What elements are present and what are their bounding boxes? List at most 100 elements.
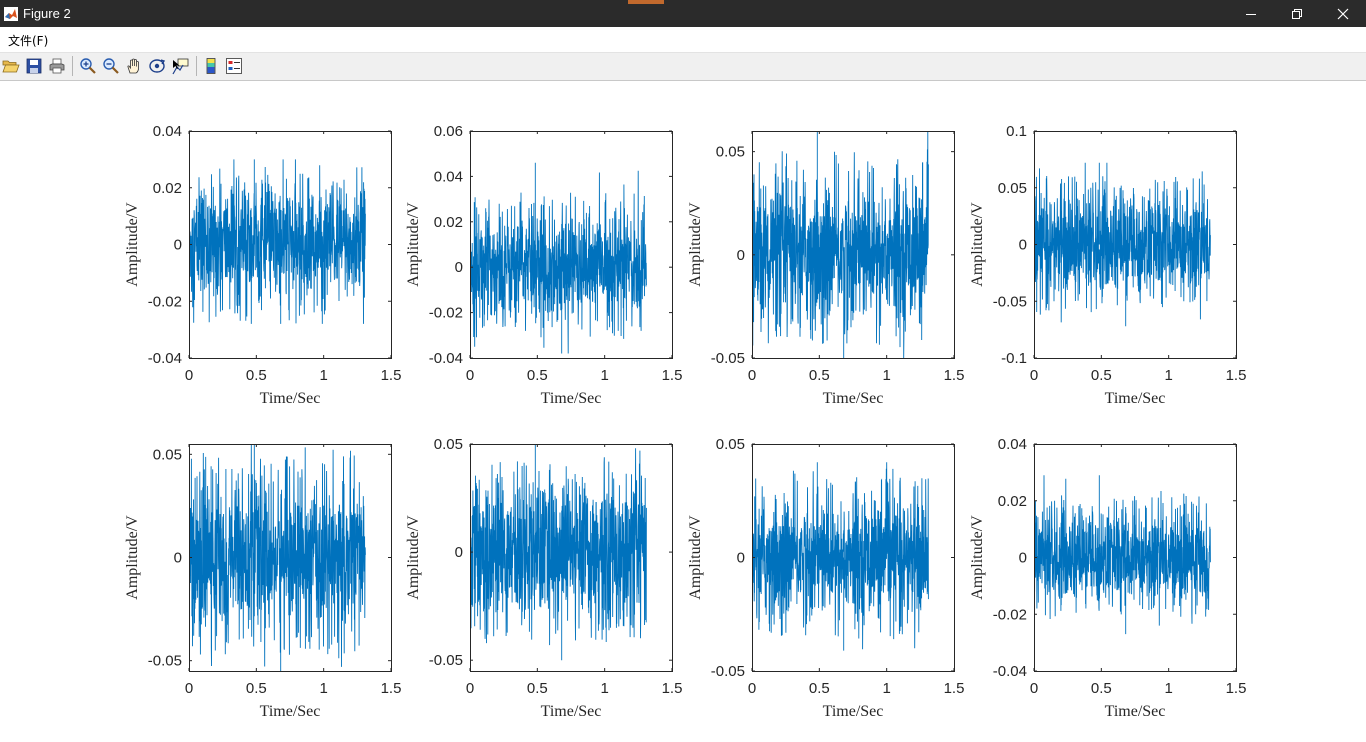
x-axis-label: Time/Sec [823, 703, 884, 720]
axes-frame [470, 444, 673, 672]
y-axis-label: Amplitude/V [969, 515, 986, 600]
zoom-out-icon[interactable] [102, 57, 120, 75]
y-tick-label: 0.04 [153, 123, 182, 140]
x-tick-label: 1 [1164, 367, 1172, 384]
x-tick-label: 0 [185, 680, 193, 697]
y-tick-label: 0 [737, 247, 745, 264]
y-tick-label: 0.05 [716, 436, 745, 453]
series-line [470, 162, 647, 354]
toolbar-separator [196, 56, 197, 76]
y-tick-label: 0 [174, 237, 182, 254]
y-tick-label: 0.02 [434, 214, 463, 231]
toolbar-separator [72, 56, 73, 76]
figure-canvas: 0 0.5 1 1.5 -0.04 -0.02 0 0.02 0.04 Time/Sec Ampli… [0, 81, 1366, 742]
y-tick-label: 0.05 [716, 144, 745, 161]
x-tick-label: 0 [466, 680, 474, 697]
x-axis-label: Time/Sec [541, 390, 602, 407]
series-line [752, 462, 929, 651]
y-axis-label: Amplitude/V [687, 515, 704, 600]
y-tick-label: -0.04 [993, 663, 1027, 680]
menu-file[interactable]: 文件(F) [8, 34, 49, 48]
x-tick-label: 1.5 [1226, 680, 1247, 697]
y-tick-label: 0.05 [153, 446, 182, 463]
x-tick-label: 1.5 [944, 367, 965, 384]
x-tick-label: 1.5 [662, 367, 683, 384]
close-button[interactable] [1320, 0, 1366, 27]
close-icon [1337, 8, 1349, 19]
y-tick-label: -0.1 [1001, 350, 1027, 367]
x-tick-label: 1 [600, 367, 608, 384]
printer-icon[interactable] [48, 57, 66, 75]
x-tick-label: 0 [1030, 367, 1038, 384]
y-tick-label: -0.05 [429, 652, 463, 669]
x-axis-label: Time/Sec [823, 390, 884, 407]
y-axis-label: Amplitude/V [405, 515, 422, 600]
x-tick-label: 0.5 [527, 367, 548, 384]
y-tick-label: -0.04 [148, 350, 182, 367]
minimize-button[interactable] [1228, 0, 1274, 27]
window-accent [628, 0, 664, 4]
axes-frame [752, 131, 955, 359]
x-axis-label: Time/Sec [1105, 703, 1166, 720]
y-tick-label: 0 [1019, 550, 1027, 567]
y-axis-label: Amplitude/V [969, 202, 986, 287]
folder-open-icon[interactable] [2, 57, 20, 75]
y-tick-label: -0.05 [148, 653, 182, 670]
subplot-grid: 0 0.5 1 1.5 -0.04 -0.02 0 0.02 0.04 Time/Sec Ampli… [124, 123, 1247, 720]
x-tick-label: 1 [319, 367, 327, 384]
minimize-icon [1246, 13, 1256, 15]
colorbar-icon[interactable] [202, 57, 220, 75]
y-tick-label: 0.04 [998, 436, 1027, 453]
y-axis-label: Amplitude/V [405, 202, 422, 287]
rotate-3d-icon[interactable] [148, 57, 166, 75]
menu-bar: 文件(F) [0, 27, 1366, 53]
y-tick-label: 0 [455, 259, 463, 276]
y-tick-label: -0.04 [429, 350, 463, 367]
x-tick-label: 0.5 [246, 367, 267, 384]
title-bar: Figure 2 [0, 0, 1366, 27]
x-tick-label: 0 [466, 367, 474, 384]
x-tick-label: 1.5 [381, 680, 402, 697]
y-axis-label: Amplitude/V [124, 202, 141, 287]
y-tick-label: -0.02 [429, 305, 463, 322]
x-tick-label: 1 [882, 367, 890, 384]
x-tick-label: 1 [600, 680, 608, 697]
x-axis-label: Time/Sec [1105, 390, 1166, 407]
hand-icon[interactable] [125, 57, 143, 75]
x-tick-label: 0 [1030, 680, 1038, 697]
y-tick-label: 0.04 [434, 168, 463, 185]
y-tick-label: 0.06 [434, 123, 463, 140]
y-tick-label: 0 [737, 550, 745, 567]
y-tick-label: 0.02 [153, 180, 182, 197]
x-tick-label: 1 [882, 680, 890, 697]
x-tick-label: 0.5 [1091, 367, 1112, 384]
x-tick-label: 1 [319, 680, 327, 697]
y-tick-label: 0 [1019, 237, 1027, 254]
restore-icon [1292, 8, 1302, 19]
save-icon[interactable] [25, 57, 43, 75]
x-axis-label: Time/Sec [260, 390, 321, 407]
y-tick-label: -0.05 [711, 350, 745, 367]
series-line [470, 444, 647, 661]
x-tick-label: 0.5 [1091, 680, 1112, 697]
x-tick-label: 1.5 [944, 680, 965, 697]
y-tick-label: 0 [455, 544, 463, 561]
x-tick-label: 0.5 [527, 680, 548, 697]
y-tick-label: -0.02 [993, 606, 1027, 623]
legend-icon[interactable] [225, 57, 243, 75]
data-cursor-icon[interactable] [171, 57, 189, 75]
restore-button[interactable] [1274, 0, 1320, 27]
subplot-2: 0 0.5 1 1.5 -0.04 -0.02 0 0.02 0.04 0.06 Time/Sec A… [405, 123, 682, 407]
x-tick-label: 0 [748, 680, 756, 697]
subplot-1: 0 0.5 1 1.5 -0.04 -0.02 0 0.02 0.04 Time/Sec Ampli… [124, 123, 401, 407]
figure-toolbar [0, 53, 1366, 81]
x-tick-label: 0.5 [809, 680, 830, 697]
zoom-in-icon[interactable] [79, 57, 97, 75]
y-tick-label: 0.02 [998, 493, 1027, 510]
x-tick-label: 1.5 [381, 367, 402, 384]
x-tick-label: 1 [1164, 680, 1172, 697]
series-line [189, 159, 366, 324]
